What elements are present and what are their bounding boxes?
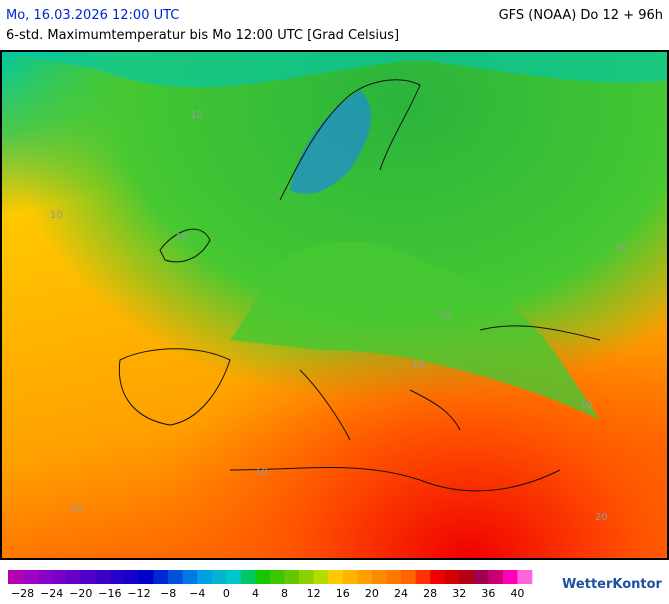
legend-swatch [371, 570, 387, 584]
green-land [230, 241, 600, 420]
legend-swatch [182, 570, 198, 584]
contour-label: 10 [175, 232, 188, 243]
legend-swatch [342, 570, 358, 584]
brand: WetterKontor [562, 577, 663, 592]
legend-label: 40 [510, 587, 524, 600]
legend-label: 32 [452, 587, 466, 600]
legend-swatch [197, 570, 213, 584]
legend-swatch [168, 570, 183, 584]
legend-label: 16 [336, 587, 350, 600]
contour-label: 10 [50, 210, 63, 221]
legend-label: 36 [481, 587, 495, 600]
legend-swatch [109, 570, 125, 584]
legend-swatch [430, 570, 445, 584]
contour-label: 10 [438, 310, 451, 321]
contour-label: 10 [190, 110, 203, 121]
legend-swatch [401, 570, 416, 584]
contour-label: 10 [255, 467, 268, 478]
legend-swatch [444, 570, 460, 584]
legend-swatch [124, 570, 140, 584]
legend-label: −20 [69, 587, 92, 600]
legend-swatch [299, 570, 314, 584]
legend-label: −28 [11, 587, 34, 600]
legend-swatch [313, 570, 329, 584]
contour-label: 20 [595, 512, 608, 523]
legend-swatch [8, 570, 23, 584]
arctic-sea [1, 51, 668, 88]
legend-swatch [211, 570, 227, 584]
contour-label: 20 [70, 504, 83, 515]
legend-swatch [270, 570, 285, 584]
legend-swatch [386, 570, 402, 584]
legend-swatch [66, 570, 82, 584]
legend-label: −12 [127, 587, 150, 600]
legend-swatch [415, 570, 431, 584]
model-label: GFS (NOAA) Do 12 + 96h [499, 8, 663, 23]
legend-label: 4 [252, 587, 259, 600]
legend-swatch [37, 570, 52, 584]
legend: −28 −24 −20 −16 −12 −8 −4 0 4 8 12 16 20 24 28 32 36 40 [8, 570, 533, 600]
legend-label: −8 [160, 587, 176, 600]
date-label: Mo, 16.03.2026 12:00 UTC [6, 8, 179, 23]
legend-swatch [240, 570, 256, 584]
legend-label: 24 [394, 587, 408, 600]
legend-swatch [22, 570, 38, 584]
legend-swatch [473, 570, 489, 584]
map-border [0, 50, 669, 560]
legend-label: 28 [423, 587, 437, 600]
legend-label: −4 [189, 587, 205, 600]
legend-swatch [357, 570, 373, 584]
legend-swatch [255, 570, 271, 584]
legend-swatch [328, 570, 344, 584]
legend-swatch [517, 570, 533, 584]
legend-label: 8 [281, 587, 288, 600]
legend-swatch [502, 570, 518, 584]
map: 10 10 10 10 10 10 10 10 20 20 [0, 50, 669, 560]
legend-swatch [95, 570, 111, 584]
legend-label: 0 [223, 587, 230, 600]
legend-swatch [51, 570, 67, 584]
contour-label: 10 [412, 360, 425, 371]
legend-swatch [153, 570, 169, 584]
legend-swatch [80, 570, 96, 584]
legend-label: −16 [98, 587, 121, 600]
subtitle: 6-std. Maximumtemperatur bis Mo 12:00 UT… [6, 28, 399, 43]
contour-label: 10 [615, 242, 628, 253]
contour-label: 10 [580, 400, 593, 411]
scandinavia-cold [290, 90, 371, 194]
coastlines [118, 79, 601, 492]
legend-swatch [226, 570, 242, 584]
legend-label: −24 [40, 587, 63, 600]
legend-swatch [284, 570, 300, 584]
legend-label: 12 [307, 587, 321, 600]
legend-swatch [139, 570, 154, 584]
legend-swatch [459, 570, 475, 584]
legend-swatch [488, 570, 504, 584]
legend-label: 20 [365, 587, 379, 600]
